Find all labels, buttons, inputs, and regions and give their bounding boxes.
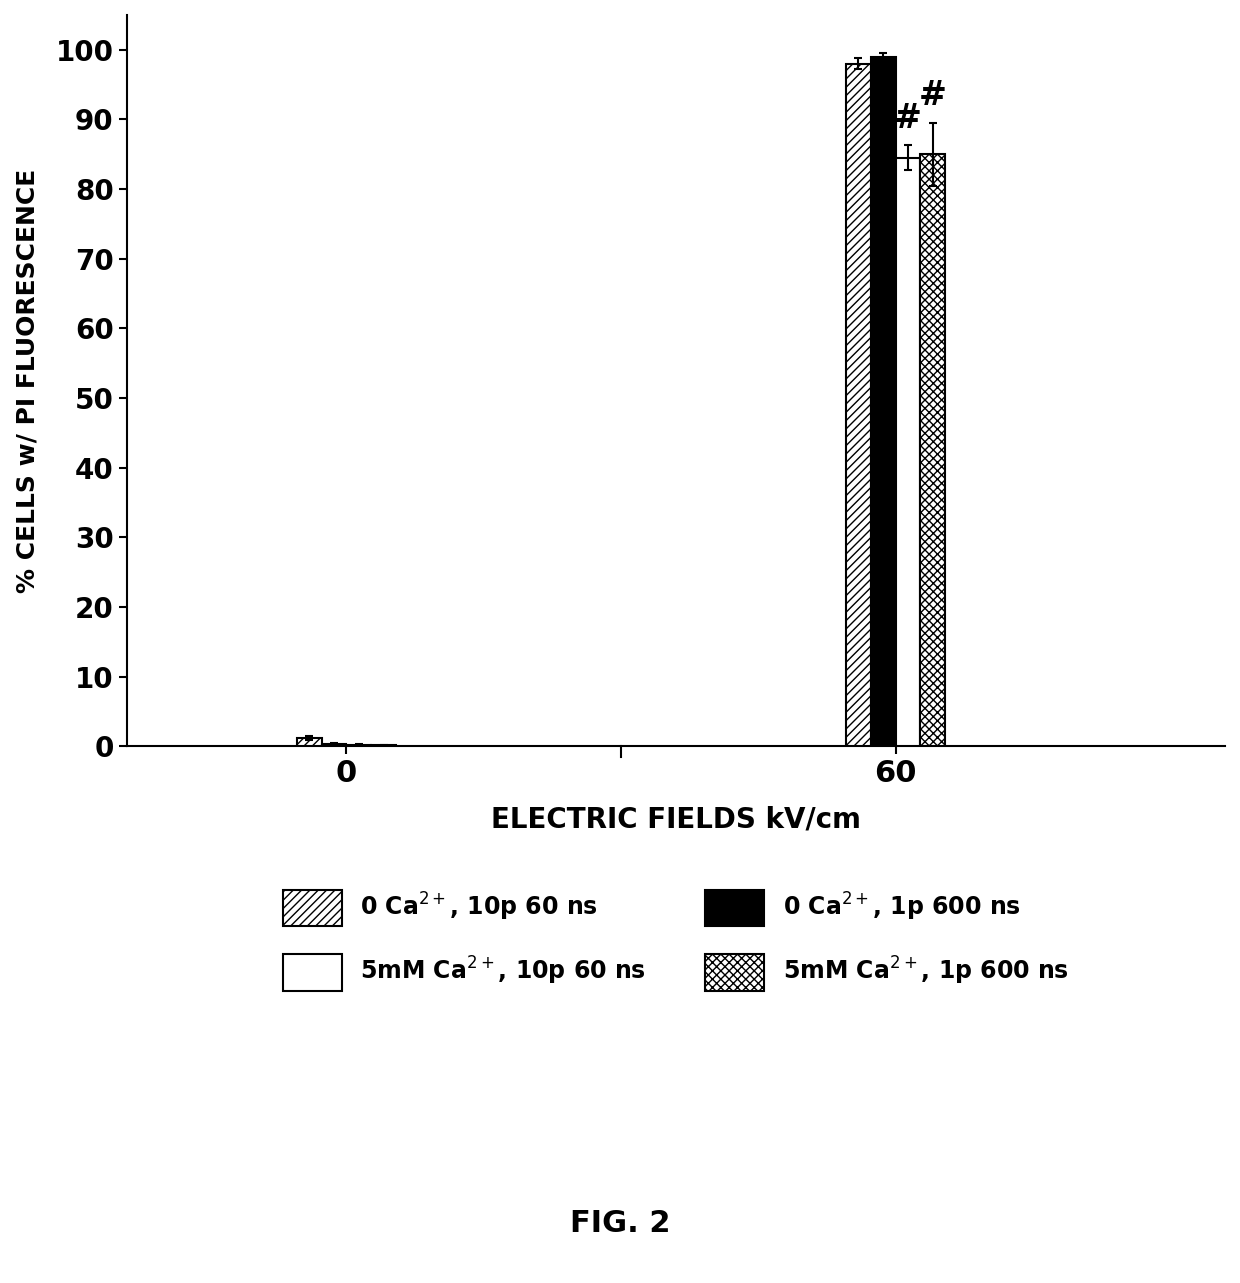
Text: #: # bbox=[919, 80, 946, 113]
Text: FIG. 2: FIG. 2 bbox=[569, 1209, 671, 1238]
Bar bbox=[846, 64, 870, 747]
Text: #: # bbox=[894, 101, 921, 135]
X-axis label: ELECTRIC FIELDS kV/cm: ELECTRIC FIELDS kV/cm bbox=[491, 804, 861, 833]
Bar bbox=[920, 154, 945, 747]
Legend: 0 Ca$^{2+}$, 10p 60 ns, 5mM Ca$^{2+}$, 10p 60 ns, 0 Ca$^{2+}$, 1p 600 ns, 5mM Ca: 0 Ca$^{2+}$, 10p 60 ns, 5mM Ca$^{2+}$, 1… bbox=[283, 889, 1069, 990]
Bar bbox=[895, 158, 920, 747]
Bar bbox=[298, 738, 322, 747]
Bar bbox=[322, 744, 346, 747]
Bar bbox=[346, 744, 371, 747]
Bar bbox=[870, 56, 895, 747]
Y-axis label: % CELLS w/ PI FLUORESCENCE: % CELLS w/ PI FLUORESCENCE bbox=[15, 168, 38, 593]
